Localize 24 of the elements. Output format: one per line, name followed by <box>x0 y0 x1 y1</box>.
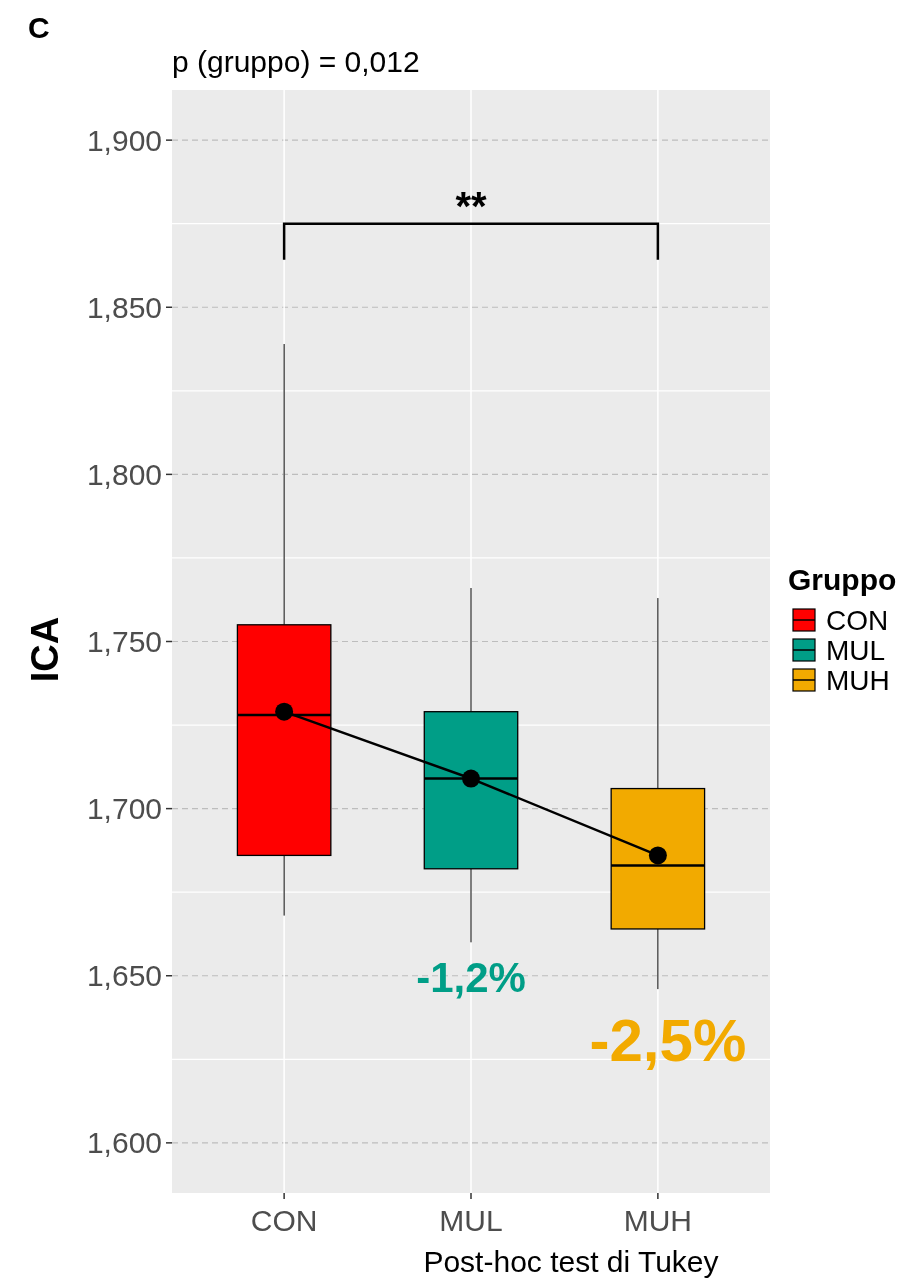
y-tick-label: 1,800 <box>86 457 162 491</box>
y-tick-label: 1,650 <box>86 959 162 993</box>
legend-label: CON <box>826 604 889 636</box>
legend-title: Gruppo <box>788 563 897 596</box>
legend-label: MUH <box>826 664 890 696</box>
chart-title: p (gruppo) = 0,012 <box>172 45 420 78</box>
y-tick-label: 1,750 <box>86 625 162 658</box>
y-tick-label: 1,700 <box>86 792 162 826</box>
y-axis-title: ICA <box>24 616 66 683</box>
point <box>462 769 480 788</box>
point <box>275 702 294 721</box>
annotation: -1,2% <box>416 953 526 1001</box>
x-axis-title: Post-hoc test di Tukey <box>423 1245 719 1278</box>
annotation: ** <box>455 183 487 228</box>
point <box>648 846 667 865</box>
x-tick-label: MUL <box>439 1204 503 1237</box>
y-tick-label: 1,850 <box>86 290 162 324</box>
annotation: -2,5% <box>589 1007 747 1074</box>
y-tick-label: 1,900 <box>86 123 162 157</box>
y-tick-label: 1,600 <box>86 1126 162 1160</box>
text: C <box>28 11 50 44</box>
x-tick-label: CON <box>250 1204 318 1237</box>
x-tick-label: MUH <box>623 1204 693 1237</box>
legend-label: MUL <box>826 634 886 666</box>
